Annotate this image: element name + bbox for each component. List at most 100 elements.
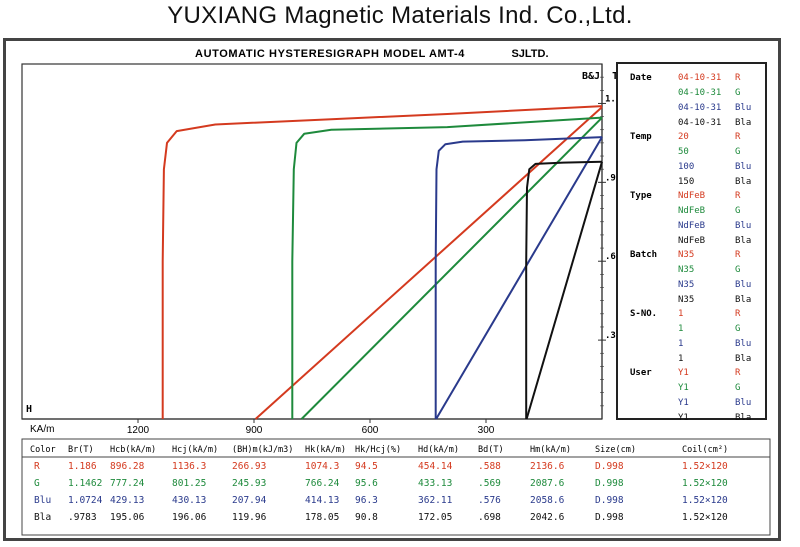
table-cell: 2058.6 (530, 495, 565, 506)
legend-value: NdFeB (678, 221, 705, 231)
b-line-blu (435, 136, 603, 420)
x-tick-label: 300 (478, 425, 495, 436)
legend-color-code: G (735, 147, 740, 157)
plot-area (21, 63, 603, 420)
table-cell: .569 (478, 478, 501, 489)
company-title: YUXIANG Magnetic Materials Ind. Co.,Ltd. (167, 2, 633, 29)
table-cell: 196.06 (172, 512, 207, 523)
legend-value: 1 (678, 354, 683, 364)
legend-group-label: Type (630, 191, 652, 201)
legend-color-code: Bla (735, 118, 751, 128)
table-cell: 430.13 (172, 495, 206, 506)
legend-color-code: R (735, 191, 741, 201)
legend-group-label: Date (630, 73, 652, 83)
table-cell: 207.94 (232, 495, 267, 506)
table-cell: 1.52×120 (682, 478, 728, 489)
table-cell: 1074.3 (305, 461, 339, 472)
results-table: Color Br(T) Hcb(kA/m) Hcj(kA/m) (BH)m(kJ/m3)… (30, 445, 728, 523)
legend-value: NdFeB (678, 206, 705, 216)
legend-color-code: G (735, 265, 740, 275)
legend-value: N35 (678, 295, 694, 305)
table-cell: 896.28 (110, 461, 145, 472)
table-cell: 95.6 (355, 478, 378, 489)
legend-value: Y1 (678, 413, 689, 423)
legend-value: N35 (678, 265, 694, 275)
legend-value: 04-10-31 (678, 118, 721, 128)
legend-value: 04-10-31 (678, 73, 721, 83)
table-cell: 1.52×120 (682, 512, 728, 523)
table-cell: 195.06 (110, 512, 145, 523)
table-cell: 245.93 (232, 478, 266, 489)
table-cell: 362.11 (418, 495, 453, 506)
legend-color-code: Bla (735, 413, 751, 423)
legend-value: Y1 (678, 398, 689, 408)
legend-color-code: Blu (735, 280, 751, 290)
table-cell: 1.52×120 (682, 461, 728, 472)
j-curve-g (291, 116, 603, 419)
table-cell: .576 (478, 495, 501, 506)
y-tick-label: .6 (605, 252, 616, 262)
table-cell: D.998 (595, 478, 624, 489)
table-header-cell: Hk(kA/m) (305, 445, 346, 455)
table-cell: .588 (478, 461, 501, 472)
legend-value: 04-10-31 (678, 103, 721, 113)
table-header-cell: Bd(T) (478, 445, 504, 455)
legend-color-code: Blu (735, 162, 751, 172)
legend-color-code: Blu (735, 221, 751, 231)
x-tick-label: 900 (246, 425, 263, 436)
table-cell: 266.93 (232, 461, 266, 472)
table-header-cell: Hm(kA/m) (530, 445, 571, 455)
legend-color-code: R (735, 73, 741, 83)
table-cell: 172.05 (418, 512, 452, 523)
j-curve-r (161, 105, 603, 419)
table-cell: 454.14 (418, 461, 453, 472)
legend-value: Y1 (678, 368, 689, 378)
y-axis-ticks: 1.2 .9 .6 .3 (598, 76, 621, 407)
legend-color-code: G (735, 206, 740, 216)
table-cell: Blu (34, 495, 51, 506)
table-cell: D.998 (595, 461, 624, 472)
b-line-r (254, 106, 603, 420)
table-cell: D.998 (595, 512, 624, 523)
y-tick-label: 1.2 (605, 94, 621, 104)
y-tick-label: .3 (605, 331, 616, 341)
table-cell: G (34, 478, 40, 489)
b-line-bla (525, 161, 603, 420)
legend-color-code: Bla (735, 177, 751, 187)
legend-value: 50 (678, 147, 689, 157)
legend-value: 1 (678, 324, 683, 334)
legend-value: 20 (678, 132, 689, 142)
legend-group-label: Batch (630, 250, 657, 260)
model-title: AUTOMATIC HYSTERESIGRAPH MODEL AMT-4 (195, 48, 465, 60)
legend-value: 1 (678, 339, 683, 349)
legend-color-code: Bla (735, 354, 751, 364)
table-cell: Bla (34, 512, 51, 523)
table-cell: 2042.6 (530, 512, 565, 523)
table-cell: 801.25 (172, 478, 206, 489)
h-axis-label: H (26, 404, 32, 415)
y-tick-label: .9 (605, 173, 616, 183)
legend-group-label: S-NO. (630, 309, 657, 319)
table-header-cell: Coil(cm²) (682, 445, 728, 455)
table-cell: 119.96 (232, 512, 267, 523)
table-cell: 178.05 (305, 512, 339, 523)
table-cell: 433.13 (418, 478, 452, 489)
legend-value: 150 (678, 177, 694, 187)
table-header-cell: Hk/Hcj(%) (355, 445, 401, 455)
legend-color-code: Blu (735, 339, 751, 349)
table-cell: 1.186 (68, 461, 97, 472)
table-header-cell: Size(cm) (595, 445, 636, 455)
x-axis-label: KA/m (30, 424, 54, 435)
table-cell: R (34, 461, 40, 472)
table-cell: 2136.6 (530, 461, 565, 472)
legend-value: 1 (678, 309, 683, 319)
legend-color-code: G (735, 88, 740, 98)
legend-color-code: G (735, 324, 740, 334)
legend-value: N35 (678, 250, 694, 260)
table-header-cell: Hcj(kA/m) (172, 445, 218, 455)
legend-value: 04-10-31 (678, 88, 721, 98)
table-header-cell: Br(T) (68, 445, 94, 455)
legend-color-code: Bla (735, 295, 751, 305)
table-header-cell: Color (30, 445, 56, 455)
results-table-frame (21, 438, 771, 536)
